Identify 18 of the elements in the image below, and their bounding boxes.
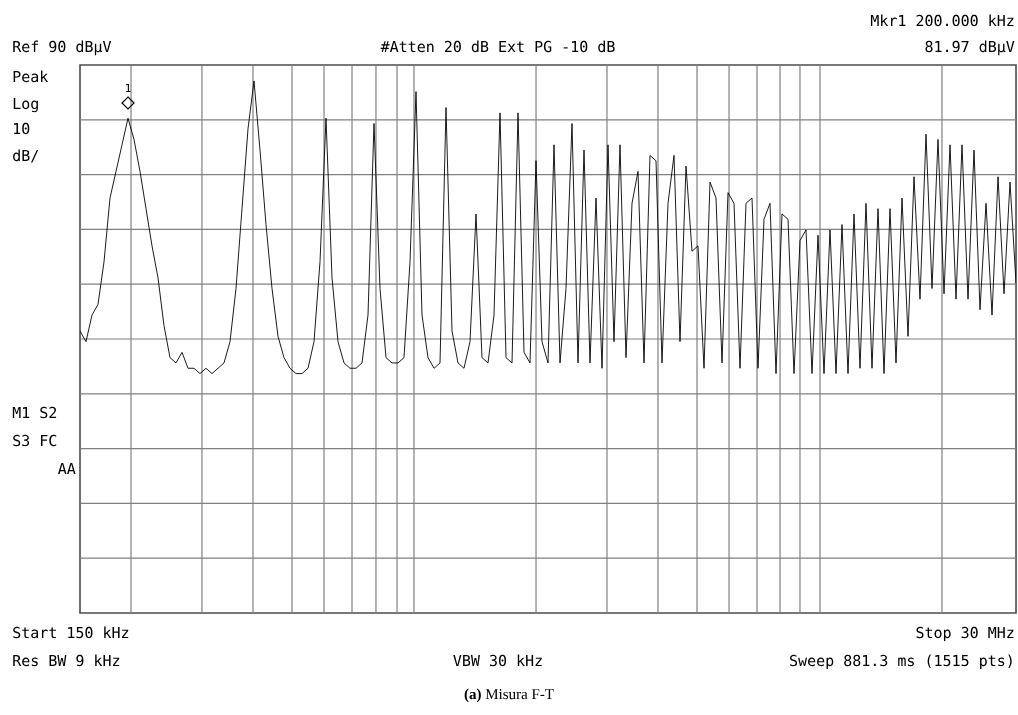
text: Sweep 881.3 ms (1515 pts) (790, 654, 1012, 670)
text: 10 (14, 122, 30, 135)
text: Peak (13, 70, 49, 83)
text: Stop 30 MHz (916, 626, 1014, 642)
text: Res BW 9 kHz (13, 654, 120, 667)
annotation: 1 (126, 83, 131, 92)
text: 81.97 dBµV (925, 40, 1015, 56)
text: Start 150 kHz (13, 626, 129, 639)
text: Mkr1 200.000 kHz (870, 14, 1014, 27)
text: (a) Misura F-T (464, 688, 554, 703)
text: Ref 90 dBµV (13, 40, 112, 56)
text: dB/ (13, 149, 39, 163)
text: Log (13, 98, 38, 113)
text: S3 FC (13, 434, 57, 447)
text: AA (58, 463, 76, 474)
text: VBW 30 kHz (453, 654, 542, 667)
text: #Atten 20 dB Ext PG -10 dB (380, 40, 615, 53)
text: M1 S2 (12, 406, 57, 419)
